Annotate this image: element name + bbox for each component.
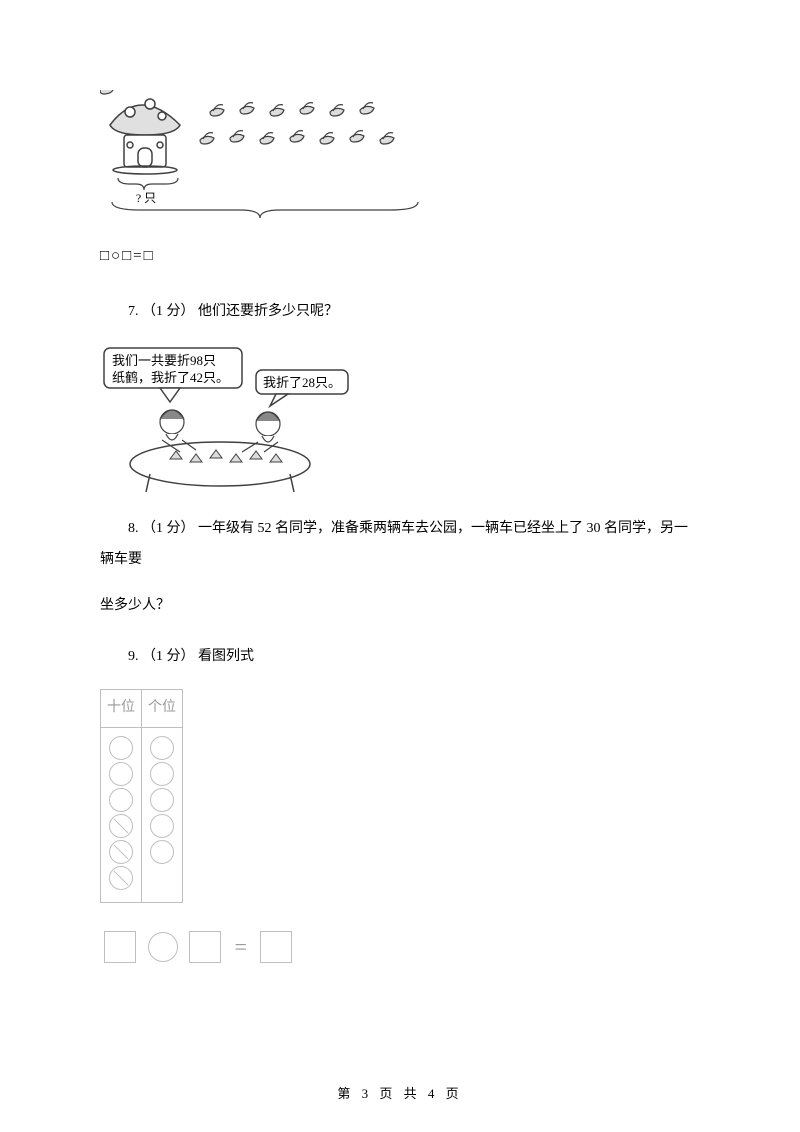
eq-box-3: [260, 931, 292, 963]
equation-9: =: [100, 923, 700, 971]
mushroom-birds-svg: ? 只 21 只: [100, 90, 430, 220]
question-7-text: 7. （1 分） 他们还要折多少只呢？: [100, 297, 700, 328]
page-footer: 第 3 页 共 4 页: [0, 1083, 800, 1102]
pv-header-tens: 十位: [101, 689, 142, 727]
pv-tens-cells: [101, 727, 142, 902]
eq-equals: =: [235, 923, 247, 971]
unknown-label: ? 只: [136, 191, 156, 205]
equation-6: □○□=□: [100, 240, 700, 273]
cranes-svg: 我们一共要折98只 纸鹤，我折了42只。 我折了28只。: [100, 344, 360, 494]
bubble-left-line1: 我们一共要折98只: [112, 353, 216, 368]
question-9-text: 9. （1 分） 看图列式: [100, 642, 700, 673]
question-8-line1: 8. （1 分） 一年级有 52 名同学，准备乘两辆车去公园，一辆车已经坐上了 …: [100, 514, 700, 576]
place-value-table: 十位 个位: [100, 689, 183, 903]
pv-header-ones: 个位: [142, 689, 183, 727]
bubble-right: 我折了28只。: [263, 375, 341, 390]
eq-box-1: [104, 931, 136, 963]
pv-ones-cells: [142, 727, 183, 902]
total-label: 21 只: [250, 219, 277, 220]
bubble-left-line2: 纸鹤，我折了42只。: [112, 370, 229, 385]
figure-mushroom-birds: ? 只 21 只: [100, 90, 700, 220]
place-value-table-wrap: 十位 个位: [100, 689, 700, 903]
figure-paper-cranes: 我们一共要折98只 纸鹤，我折了42只。 我折了28只。: [100, 344, 700, 494]
eq-op-circle: [148, 932, 178, 962]
question-8-line2: 坐多少人？: [100, 591, 700, 622]
eq-box-2: [189, 931, 221, 963]
